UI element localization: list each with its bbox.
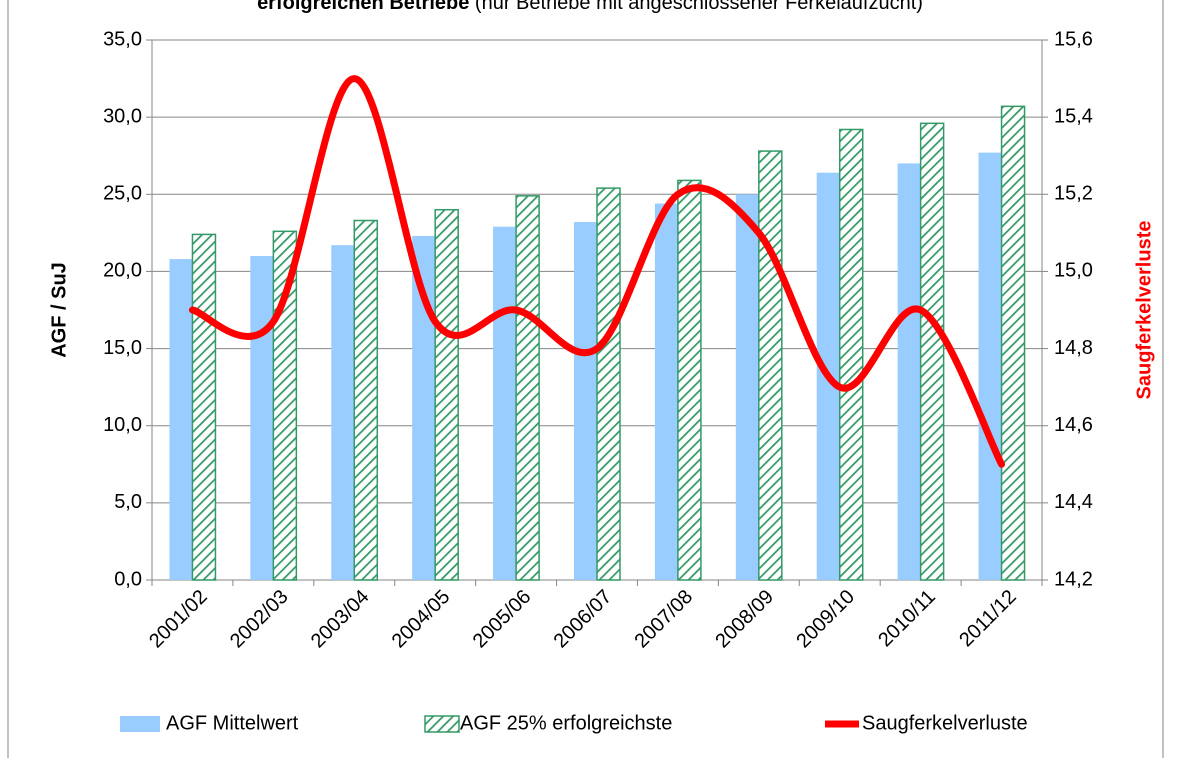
hatched-bar (919, 122, 945, 581)
chart-frame (7, 0, 1164, 758)
x-tick-label: 2004/05 (388, 586, 455, 653)
bar (169, 259, 193, 580)
x-tick-label: 2003/04 (307, 586, 374, 653)
y-axis-label: AGF / SuJ (48, 262, 70, 358)
y2-tick-label: 15,4 (1054, 105, 1093, 127)
y-tick-label: 10,0 (103, 414, 142, 436)
y2-tick-label: 14,4 (1054, 491, 1093, 513)
x-tick-label: 2002/03 (226, 586, 293, 653)
hatched-bar (272, 230, 298, 581)
bar (574, 222, 597, 581)
bar (735, 194, 759, 581)
line (188, 75, 1006, 468)
y2-axis-label: Saugferkelverluste (1133, 221, 1155, 400)
y-tick-label: 20,0 (103, 260, 142, 282)
bar (493, 226, 517, 580)
legend-label: AGF 25% erfolgreichste (460, 712, 672, 734)
legend-label: Saugferkelverluste (862, 712, 1028, 734)
legend-label: AGF Mittelwert (166, 712, 299, 734)
x-tick-label: 2010/11 (874, 586, 940, 652)
y2-tick-label: 15,6 (1054, 28, 1093, 50)
y-tick-label: 25,0 (103, 183, 142, 205)
x-tick-label: 2001/02 (145, 586, 212, 653)
y-tick-label: 5,0 (114, 491, 142, 513)
x-tick-label: 2009/10 (792, 586, 859, 653)
hatched-bar (677, 179, 702, 581)
y-tick-label: 15,0 (103, 337, 142, 359)
hatched-bar (434, 208, 459, 581)
bar (654, 203, 678, 581)
y2-tick-label: 14,8 (1054, 337, 1093, 359)
x-tick-label: 2008/09 (711, 586, 778, 653)
legend-swatch (424, 715, 460, 733)
hatched-bar (515, 195, 540, 581)
hatched-bar (191, 233, 217, 581)
y2-tick-label: 14,6 (1054, 414, 1093, 436)
subtitle: (nur Betriebe mit angeschlossener Ferkel… (475, 0, 923, 14)
hatched-bar (758, 150, 783, 581)
title: erfolgreichen Betriebe (257, 0, 469, 14)
y-tick-label: 0,0 (114, 568, 142, 590)
legend-swatch (120, 716, 160, 732)
hatched-bar (596, 187, 621, 581)
hatched-bar (353, 219, 379, 581)
bar (250, 256, 274, 580)
y2-tick-label: 14,2 (1054, 568, 1093, 590)
y2-tick-label: 15,0 (1054, 260, 1093, 282)
x-tick-label: 2006/07 (550, 586, 617, 653)
bar (897, 163, 921, 580)
y-tick-label: 30,0 (103, 105, 142, 127)
hatched-bar (838, 128, 864, 581)
bar (331, 245, 355, 580)
x-tick-label: 2011/12 (955, 586, 1021, 652)
bar (978, 152, 1002, 580)
chart-title: erfolgreichen Betriebe (nur Betriebe mit… (257, 0, 923, 14)
y2-tick-label: 15,2 (1054, 183, 1093, 205)
y-tick-label: 35,0 (103, 28, 142, 50)
hatched-bar (1000, 105, 1026, 581)
x-tick-label: 2007/08 (631, 586, 698, 653)
bar (412, 235, 436, 580)
x-tick-label: 2005/06 (469, 586, 536, 653)
